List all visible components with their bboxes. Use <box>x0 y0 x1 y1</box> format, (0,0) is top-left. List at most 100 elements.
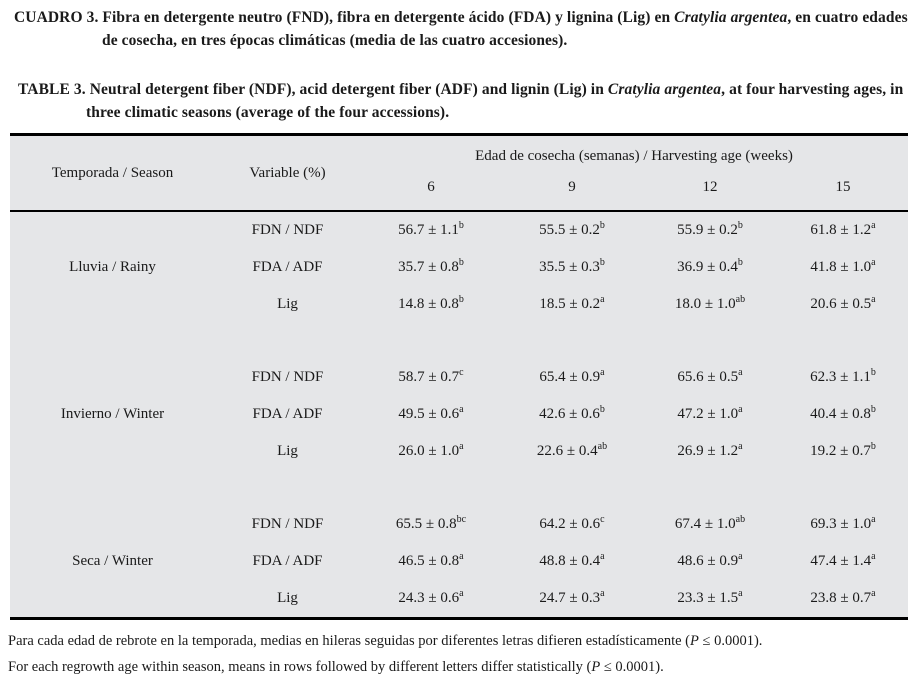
table-row: Invierno / Winter FDN / NDF 58.7 ± 0.7c 65.… <box>10 359 908 423</box>
table-row: FDA / ADF 46.5 ± 0.8a 48.8 ± 0.4a 48.6 ± 0.… <box>10 543 908 580</box>
significance-letter: a <box>871 514 876 525</box>
value-cell: 26.9 ± 1.2a <box>642 433 778 470</box>
significance-letter: ab <box>597 441 608 452</box>
significance-letter: a <box>871 257 876 268</box>
table-caption-es: CUADRO 3. Fibra en detergente neutro (FN… <box>8 6 908 52</box>
value-cell: 55.5 ± 0.2b <box>502 211 642 249</box>
mean-sd-value: 65.6 ± 0.5 <box>677 369 739 385</box>
value-cell: 24.7 ± 0.3a <box>502 580 642 619</box>
mean-sd-value: 67.4 ± 1.0 <box>674 516 736 532</box>
header-age-span: Edad de cosecha (semanas) / Harvesting a… <box>475 147 793 164</box>
footnote-en: For each regrowth age within season, mea… <box>8 654 908 680</box>
mean-sd-value: 24.3 ± 0.6 <box>398 590 460 606</box>
mean-sd-value: 18.0 ± 1.0 <box>674 296 736 312</box>
significance-letter: b <box>870 404 876 415</box>
mean-sd-value: 47.2 ± 1.0 <box>677 406 739 422</box>
significance-letter: b <box>737 220 743 231</box>
value-cell: 61.8 ± 1.2a <box>778 211 908 249</box>
significance-letter: bc <box>456 514 467 525</box>
value-cell: 35.5 ± 0.3b <box>502 249 642 286</box>
significance-letter: b <box>458 294 464 305</box>
mean-sd-value: 40.4 ± 0.8 <box>810 406 871 422</box>
mean-sd-value: 24.7 ± 0.3 <box>539 590 601 606</box>
value-cell: 36.9 ± 0.4b <box>642 249 778 286</box>
significance-letter: ab <box>735 514 746 525</box>
header-age-9: 9 <box>502 176 642 212</box>
significance-letter: a <box>738 367 743 378</box>
value-cell: 62.3 ± 1.1b <box>778 359 908 396</box>
significance-letter: a <box>738 588 743 599</box>
mean-sd-value: 65.5 ± 0.8 <box>395 516 457 532</box>
mean-sd-value: 36.9 ± 0.4 <box>677 259 738 275</box>
value-cell: 26.0 ± 1.0a <box>360 433 502 470</box>
mean-sd-value: 49.5 ± 0.6 <box>398 406 460 422</box>
value-cell: 48.8 ± 0.4a <box>502 543 642 580</box>
significance-letter: b <box>599 257 605 268</box>
mean-sd-value: 48.6 ± 0.9 <box>677 553 739 569</box>
value-cell: 55.9 ± 0.2b <box>642 211 778 249</box>
value-cell: 23.3 ± 1.5a <box>642 580 778 619</box>
mean-sd-value: 55.9 ± 0.2 <box>677 222 738 238</box>
mean-sd-value: 19.2 ± 0.7 <box>810 443 871 459</box>
mean-sd-value: 26.0 ± 1.0 <box>398 443 460 459</box>
value-cell: 24.3 ± 0.6a <box>360 580 502 619</box>
mean-sd-value: 41.8 ± 1.0 <box>810 259 872 275</box>
value-cell: 65.4 ± 0.9a <box>502 359 642 396</box>
mean-sd-value: 56.7 ± 1.1 <box>398 222 459 238</box>
variable-cell: FDN / NDF <box>251 369 324 385</box>
caption-text-es-after: , en cuatro edades de cosecha, en tres é… <box>102 9 908 49</box>
significance-letter: a <box>738 441 743 452</box>
significance-letter: b <box>737 257 743 268</box>
mean-sd-value: 47.4 ± 1.4 <box>810 553 872 569</box>
significance-letter: a <box>459 588 464 599</box>
significance-letter: a <box>459 441 464 452</box>
variable-cell: FDA / ADF <box>252 259 323 275</box>
value-cell: 41.8 ± 1.0a <box>778 249 908 286</box>
significance-letter: a <box>600 551 605 562</box>
mean-sd-value: 22.6 ± 0.4 <box>536 443 598 459</box>
value-cell: 65.6 ± 0.5a <box>642 359 778 396</box>
significance-letter: a <box>600 294 605 305</box>
variable-cell: FDN / NDF <box>251 222 324 238</box>
significance-letter: b <box>599 404 605 415</box>
footnote-en-text: For each regrowth age within season, mea… <box>8 659 592 675</box>
table-row: Lig 24.3 ± 0.6a 24.7 ± 0.3a 23.3 ± 1.5a 23.8… <box>10 580 908 619</box>
table-header: Temporada / Season Variable (%) Edad de … <box>10 134 909 212</box>
value-cell: 49.5 ± 0.6a <box>360 396 502 433</box>
value-cell: 35.7 ± 0.8b <box>360 249 502 286</box>
table-body: Lluvia / Rainy FDN / NDF 56.7 ± 1.1b 55.5 ±… <box>10 211 908 619</box>
mean-sd-value: 69.3 ± 1.0 <box>810 516 872 532</box>
data-table: Temporada / Season Variable (%) Edad de … <box>10 133 909 620</box>
footnote-es-text-after: ≤ 0.0001). <box>698 633 763 649</box>
value-cell: 46.5 ± 0.8a <box>360 543 502 580</box>
mean-sd-value: 65.4 ± 0.9 <box>539 369 601 385</box>
value-cell: 23.8 ± 0.7a <box>778 580 908 619</box>
significance-letter: b <box>599 220 605 231</box>
significance-letter: b <box>870 441 876 452</box>
season-cell: Invierno / Winter <box>60 406 165 422</box>
mean-sd-value: 48.8 ± 0.4 <box>539 553 601 569</box>
mean-sd-value: 23.8 ± 0.7 <box>810 590 872 606</box>
significance-letter: a <box>871 588 876 599</box>
mean-sd-value: 35.7 ± 0.8 <box>398 259 459 275</box>
mean-sd-value: 23.3 ± 1.5 <box>677 590 739 606</box>
value-cell: 42.6 ± 0.6b <box>502 396 642 433</box>
value-cell: 20.6 ± 0.5a <box>778 286 908 323</box>
value-cell: 14.8 ± 0.8b <box>360 286 502 323</box>
species-name: Cratylia argentea <box>674 9 788 26</box>
variable-cell: FDN / NDF <box>251 516 324 532</box>
header-variable-column: Variable (%) <box>215 134 360 212</box>
footnote-es-text: Para cada edad de rebrote en la temporad… <box>8 633 691 649</box>
variable-cell: FDA / ADF <box>252 553 323 569</box>
caption-label-en: TABLE 3. <box>18 81 86 98</box>
value-cell: 47.4 ± 1.4a <box>778 543 908 580</box>
caption-label-es: CUADRO 3. <box>14 9 99 26</box>
significance-letter: a <box>871 220 876 231</box>
value-cell: 40.4 ± 0.8b <box>778 396 908 433</box>
significance-letter: c <box>600 514 605 525</box>
significance-letter: b <box>458 220 464 231</box>
value-cell: 18.5 ± 0.2a <box>502 286 642 323</box>
value-cell: 64.2 ± 0.6c <box>502 506 642 543</box>
footnote-es: Para cada edad de rebrote en la temporad… <box>8 628 908 654</box>
